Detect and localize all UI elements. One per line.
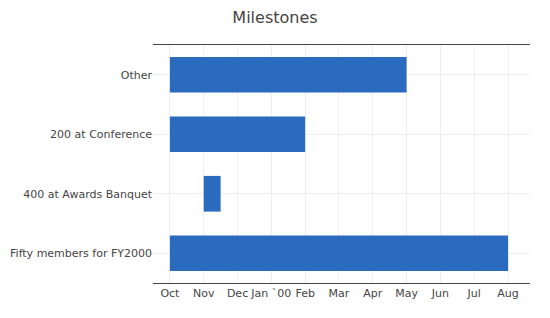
svg-text:200 at Conference: 200 at Conference	[50, 128, 152, 141]
svg-text:Oct: Oct	[160, 287, 180, 300]
svg-text:Apr: Apr	[363, 287, 383, 300]
svg-text:Jan `00: Jan `00	[250, 287, 291, 300]
svg-text:Other: Other	[121, 69, 153, 82]
svg-text:Jul: Jul	[467, 287, 481, 300]
svg-text:400 at Awards Banquet: 400 at Awards Banquet	[23, 188, 152, 201]
svg-text:Jun: Jun	[431, 287, 449, 300]
svg-text:Milestones: Milestones	[232, 8, 317, 27]
svg-text:May: May	[395, 287, 418, 300]
svg-text:Mar: Mar	[329, 287, 350, 300]
svg-text:Feb: Feb	[295, 287, 314, 300]
svg-text:Dec: Dec	[227, 287, 248, 300]
svg-text:Nov: Nov	[193, 287, 215, 300]
svg-text:Fifty members for FY2000: Fifty members for FY2000	[10, 247, 152, 260]
svg-text:Aug: Aug	[497, 287, 518, 300]
